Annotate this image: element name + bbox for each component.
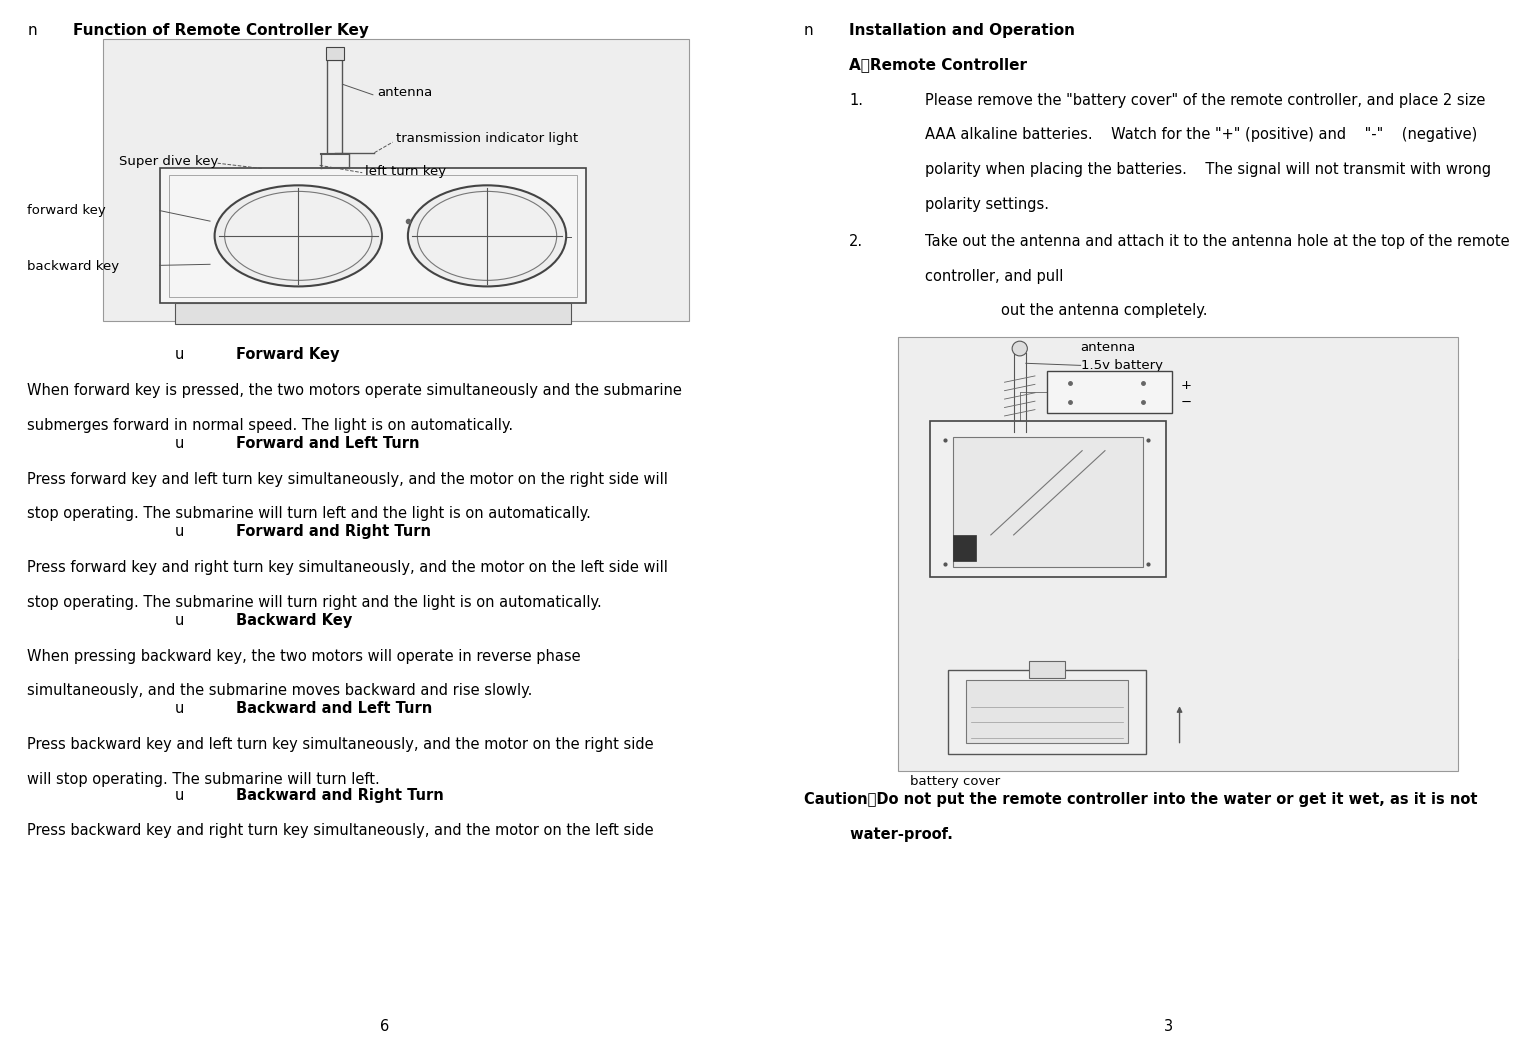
Text: 6: 6 bbox=[380, 1019, 390, 1034]
Text: submerges forward in normal speed. The light is on automatically.: submerges forward in normal speed. The l… bbox=[27, 418, 513, 433]
Bar bbox=[930, 421, 1166, 577]
Ellipse shape bbox=[215, 185, 382, 286]
Text: stop operating. The submarine will turn left and the light is on automatically.: stop operating. The submarine will turn … bbox=[27, 506, 591, 521]
Text: u: u bbox=[175, 436, 184, 451]
Text: AAA alkaline batteries.    Watch for the "+" (positive) and    "-"    (negative): AAA alkaline batteries. Watch for the "+… bbox=[925, 127, 1478, 142]
Bar bbox=[953, 437, 1143, 567]
Text: left turn key: left turn key bbox=[365, 165, 446, 178]
Bar bbox=[103, 39, 689, 321]
Bar bbox=[169, 175, 577, 297]
Text: Backward Key: Backward Key bbox=[236, 613, 352, 628]
Text: 1.5v battery: 1.5v battery bbox=[1081, 359, 1163, 372]
Text: right turn key: right turn key bbox=[423, 233, 514, 245]
Ellipse shape bbox=[225, 192, 371, 280]
Text: u: u bbox=[175, 701, 184, 716]
Text: Forward Key: Forward Key bbox=[236, 347, 339, 362]
Ellipse shape bbox=[408, 185, 566, 286]
Ellipse shape bbox=[1012, 341, 1027, 356]
Text: Take out the antenna and attach it to the antenna hole at the top of the remote: Take out the antenna and attach it to th… bbox=[925, 234, 1510, 249]
Bar bbox=[953, 535, 976, 561]
Ellipse shape bbox=[417, 192, 557, 280]
Text: 2.: 2. bbox=[849, 234, 863, 249]
Text: Super dive key: Super dive key bbox=[119, 155, 218, 167]
Text: will stop operating. The submarine will turn left.: will stop operating. The submarine will … bbox=[27, 772, 381, 787]
Text: Press backward key and right turn key simultaneously, and the motor on the left : Press backward key and right turn key si… bbox=[27, 823, 654, 838]
Text: water-proof.: water-proof. bbox=[804, 827, 953, 841]
Bar bbox=[160, 168, 586, 303]
Text: Press forward key and right turn key simultaneously, and the motor on the left s: Press forward key and right turn key sim… bbox=[27, 560, 668, 575]
Text: u: u bbox=[175, 788, 184, 802]
Bar bbox=[898, 337, 1458, 771]
Text: n: n bbox=[804, 23, 813, 38]
Text: polarity when placing the batteries.    The signal will not transmit with wrong: polarity when placing the batteries. The… bbox=[925, 162, 1492, 177]
Text: Backward and Left Turn: Backward and Left Turn bbox=[236, 701, 432, 716]
Bar bbox=[1029, 661, 1065, 678]
Text: "AAA": "AAA" bbox=[1081, 377, 1120, 390]
Bar bbox=[175, 303, 571, 324]
Text: forward key: forward key bbox=[27, 204, 107, 217]
Text: Function of Remote Controller Key: Function of Remote Controller Key bbox=[73, 23, 368, 38]
Text: A、Remote Controller: A、Remote Controller bbox=[849, 57, 1027, 72]
Text: 3: 3 bbox=[1164, 1019, 1173, 1034]
Text: n: n bbox=[27, 23, 37, 38]
Text: simultaneously, and the submarine moves backward and rise slowly.: simultaneously, and the submarine moves … bbox=[27, 683, 533, 698]
Text: Please remove the "battery cover" of the remote controller, and place 2 size: Please remove the "battery cover" of the… bbox=[925, 93, 1485, 107]
Text: backward key: backward key bbox=[27, 260, 120, 273]
Bar bbox=[966, 680, 1128, 743]
Text: Press forward key and left turn key simultaneously, and the motor on the right s: Press forward key and left turn key simu… bbox=[27, 472, 668, 486]
Text: Forward and Left Turn: Forward and Left Turn bbox=[236, 436, 420, 451]
Bar bbox=[326, 47, 344, 60]
Text: −: − bbox=[1181, 396, 1192, 409]
Bar bbox=[1047, 371, 1172, 413]
Text: u: u bbox=[175, 347, 184, 362]
Text: controller, and pull: controller, and pull bbox=[925, 269, 1064, 283]
Text: u: u bbox=[175, 524, 184, 539]
Text: Caution：Do not put the remote controller into the water or get it wet, as it is : Caution：Do not put the remote controller… bbox=[804, 792, 1478, 807]
Text: battery cover: battery cover bbox=[910, 775, 1000, 788]
Text: Press backward key and left turn key simultaneously, and the motor on the right : Press backward key and left turn key sim… bbox=[27, 737, 654, 752]
Text: out the antenna completely.: out the antenna completely. bbox=[1001, 303, 1208, 318]
Text: stop operating. The submarine will turn right and the light is on automatically.: stop operating. The submarine will turn … bbox=[27, 595, 603, 610]
Text: u: u bbox=[175, 613, 184, 628]
Text: +: + bbox=[1181, 379, 1192, 392]
Text: antenna: antenna bbox=[1081, 341, 1135, 354]
Bar bbox=[948, 670, 1146, 754]
Text: When forward key is pressed, the two motors operate simultaneously and the subma: When forward key is pressed, the two mot… bbox=[27, 383, 682, 398]
Text: polarity settings.: polarity settings. bbox=[925, 197, 1049, 212]
Text: 1.: 1. bbox=[849, 93, 863, 107]
Text: transmission indicator light: transmission indicator light bbox=[396, 133, 578, 145]
Text: When pressing backward key, the two motors will operate in reverse phase: When pressing backward key, the two moto… bbox=[27, 649, 581, 663]
Text: Backward and Right Turn: Backward and Right Turn bbox=[236, 788, 443, 802]
Text: Installation and Operation: Installation and Operation bbox=[849, 23, 1075, 38]
Text: antenna: antenna bbox=[377, 86, 432, 99]
Text: Forward and Right Turn: Forward and Right Turn bbox=[236, 524, 431, 539]
